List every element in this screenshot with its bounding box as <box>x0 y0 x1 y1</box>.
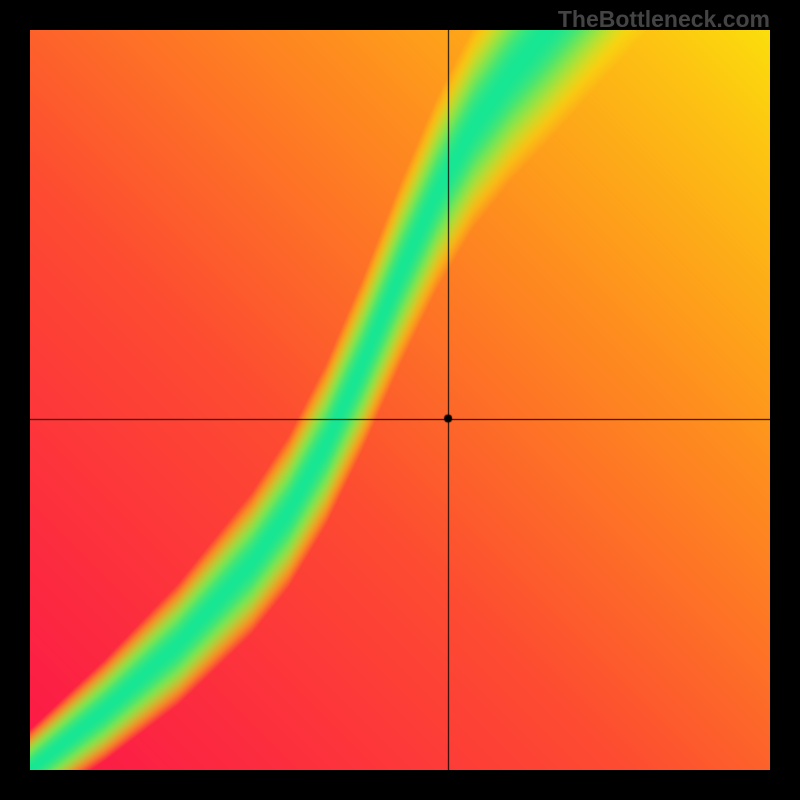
watermark-text: TheBottleneck.com <box>558 6 770 33</box>
chart-frame: TheBottleneck.com <box>0 0 800 800</box>
bottleneck-heatmap <box>30 30 770 770</box>
